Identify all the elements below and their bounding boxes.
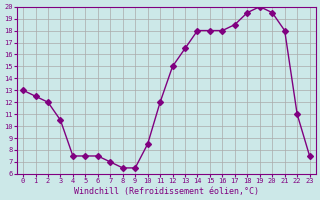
X-axis label: Windchill (Refroidissement éolien,°C): Windchill (Refroidissement éolien,°C) (74, 187, 259, 196)
